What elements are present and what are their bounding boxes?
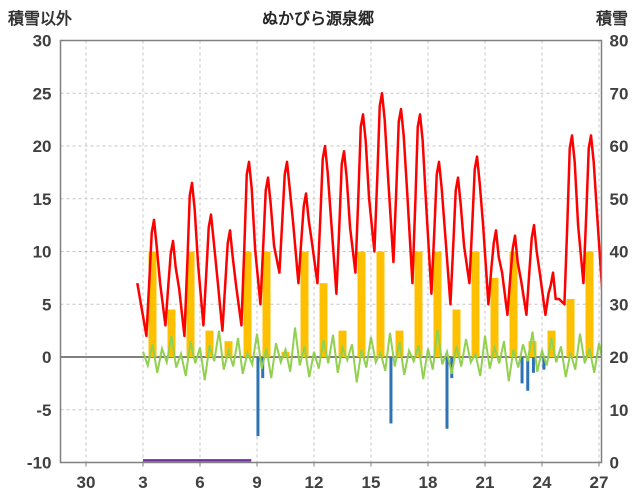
sunshine-bar: [167, 309, 176, 357]
sunshine-bar: [585, 251, 594, 357]
sunshine-bar: [528, 341, 537, 357]
blue-bar: [256, 357, 260, 437]
blue-bar: [526, 357, 530, 391]
right-y-tick-label: 70: [610, 84, 629, 103]
right-y-tick-label: 50: [610, 190, 629, 209]
sunshine-bar: [471, 251, 480, 357]
sunshine-bar: [148, 251, 157, 357]
sunshine-bar: [205, 330, 214, 357]
right-y-tick-label: 80: [610, 32, 629, 51]
sunshine-bar: [509, 251, 518, 357]
right-axis-title: 積雪: [595, 11, 628, 28]
left-y-tick-label: 10: [33, 243, 52, 262]
sunshine-bar: [414, 251, 423, 357]
temperature-line: [136, 92, 602, 338]
x-tick-label: 21: [476, 473, 495, 492]
sunshine-bar: [376, 251, 385, 357]
sunshine-bar: [452, 309, 461, 357]
chart-header: 積雪以外 ぬかびら源泉郷 積雪: [0, 5, 636, 29]
sunshine-bar: [433, 251, 442, 357]
left-y-tick-label: 0: [42, 348, 51, 367]
right-y-tick-label: 20: [610, 348, 629, 367]
sunshine-bar: [338, 330, 347, 357]
sunshine-bar: [300, 251, 309, 357]
sunshine-bar: [262, 251, 271, 357]
blue-bar: [542, 357, 546, 370]
right-y-tick-label: 10: [610, 401, 629, 420]
x-tick-label: 6: [195, 473, 204, 492]
x-tick-label: 12: [305, 473, 324, 492]
blue-bar: [450, 357, 454, 379]
left-y-tick-label: -10: [27, 454, 52, 473]
plot-border: [59, 39, 603, 464]
right-y-tick-label: 60: [610, 137, 629, 156]
x-tick-label: 15: [362, 473, 381, 492]
chart-title: ぬかびら源泉郷: [261, 11, 374, 28]
x-tick-label: 3: [138, 473, 147, 492]
left-y-tick-label: -5: [36, 401, 51, 420]
blue-bar: [389, 357, 393, 424]
sunshine-bar: [566, 298, 575, 357]
right-y-tick-label: 30: [610, 295, 629, 314]
x-tick-label: 9: [252, 473, 261, 492]
left-axis-title: 積雪以外: [8, 11, 73, 28]
sunshine-bar: [357, 251, 366, 357]
sunshine-bar: [490, 277, 499, 357]
x-tick-label: 27: [590, 473, 609, 492]
blue-bar: [531, 357, 535, 373]
x-tick-label: 30: [77, 473, 96, 492]
blue-bar: [445, 357, 449, 429]
x-tick-label: 24: [533, 473, 552, 492]
series-group: [136, 92, 602, 462]
left-y-tick-label: 20: [33, 137, 52, 156]
blue-bar: [520, 357, 524, 384]
right-y-tick-label: 40: [610, 243, 629, 262]
sunshine-bar: [243, 251, 252, 357]
left-y-tick-label: 15: [33, 190, 52, 209]
left-y-tick-label: 5: [42, 295, 51, 314]
right-y-tick-label: 0: [610, 454, 619, 473]
green-line: [142, 327, 602, 383]
left-y-tick-label: 30: [33, 32, 52, 51]
x-tick-label: 18: [419, 473, 438, 492]
sunshine-bar: [186, 251, 195, 357]
left-y-tick-label: 25: [33, 84, 52, 103]
sunshine-bar: [319, 283, 328, 357]
